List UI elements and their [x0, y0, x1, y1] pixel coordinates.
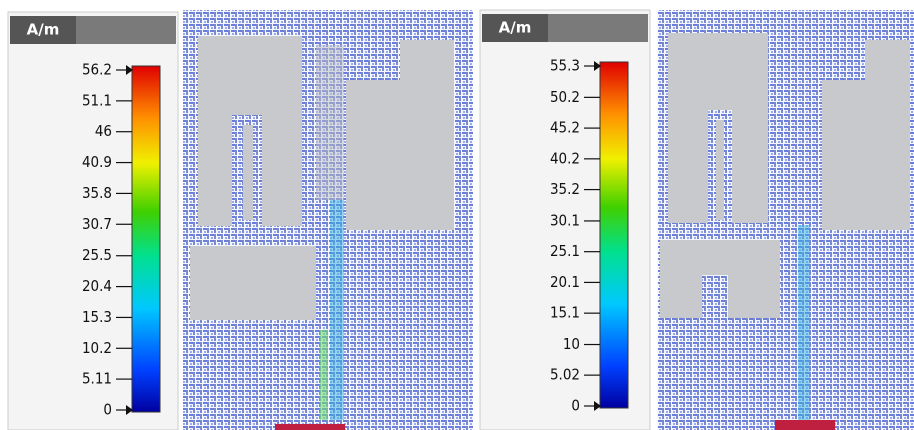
tick-label: 0 — [571, 397, 580, 415]
tick-label: 5.11 — [82, 370, 112, 388]
tick-label: 10 — [563, 335, 580, 353]
tick-label: 40.9 — [82, 153, 112, 171]
tick-label: 20.1 — [550, 273, 580, 291]
field-plot — [183, 10, 473, 430]
screenshot: A/m 56.2 51.1 46 40.9 35.8 30.7 25.5 20.4 15.3 10.… — [0, 0, 914, 430]
unit-label: A/m — [499, 19, 532, 37]
tick-label: 5.02 — [550, 366, 580, 384]
tick-label: 0 — [103, 401, 112, 419]
unit-label: A/m — [27, 21, 60, 39]
tick-label: 10.2 — [82, 339, 112, 357]
tick-label: 35.2 — [550, 180, 580, 198]
tick-label: 51.1 — [82, 91, 112, 109]
tick-label: 35.8 — [82, 184, 112, 202]
color-bar — [132, 66, 160, 412]
tick-label: 25.5 — [82, 246, 112, 264]
tick-label: 46 — [95, 122, 112, 140]
tick-label: 30.1 — [550, 211, 580, 229]
tick-label: 55.3 — [550, 57, 580, 75]
tick-label: 50.2 — [550, 88, 580, 106]
color-bar — [600, 62, 628, 408]
tick-label: 40.2 — [550, 149, 580, 167]
tick-label: 30.7 — [82, 215, 112, 233]
tick-label: 25.1 — [550, 242, 580, 260]
field-plot — [657, 10, 914, 430]
tick-label: 56.2 — [82, 61, 112, 79]
tick-label: 45.2 — [550, 119, 580, 137]
tick-label: 20.4 — [82, 277, 112, 295]
tick-label: 15.1 — [550, 304, 580, 322]
tick-label: 15.3 — [82, 308, 112, 326]
